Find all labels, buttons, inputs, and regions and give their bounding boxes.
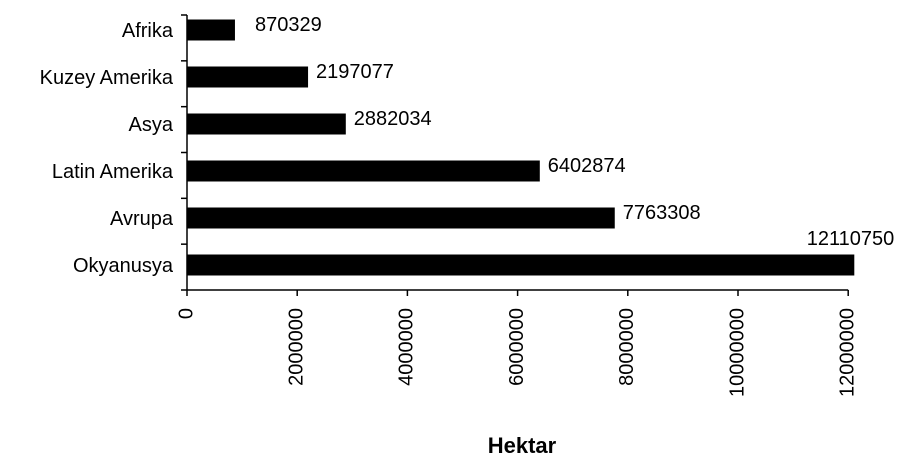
x-tick-label: 10000000 — [726, 308, 748, 397]
bars-group — [187, 19, 855, 276]
bar — [187, 160, 540, 182]
y-ticks-group — [181, 14, 187, 291]
data-label: 7763308 — [623, 202, 701, 224]
bar — [187, 66, 309, 88]
x-axis-title: Hektar — [488, 433, 557, 458]
data-label: 12110750 — [807, 228, 895, 250]
x-tick-label: 4000000 — [396, 308, 418, 386]
category-label: Afrika — [122, 20, 174, 42]
bar — [187, 19, 235, 41]
data-label: 2882034 — [354, 108, 432, 130]
category-label: Okyanusya — [73, 255, 174, 277]
value-labels-group: 870329 2197077 2882034 6402874 7763308 121107… — [255, 14, 894, 250]
x-tick-label: 6000000 — [506, 308, 528, 386]
x-tick-label: 0 — [175, 308, 197, 319]
data-label: 870329 — [255, 14, 322, 36]
category-label: Kuzey Amerika — [40, 67, 174, 89]
data-label: 2197077 — [316, 61, 394, 83]
bar — [187, 207, 615, 229]
x-tick-label: 8000000 — [616, 308, 638, 386]
category-label: Avrupa — [110, 208, 174, 230]
category-label: Latin Amerika — [52, 161, 174, 183]
category-label: Asya — [129, 114, 174, 136]
x-tick-label: 12000000 — [836, 308, 858, 397]
data-label: 6402874 — [548, 155, 626, 177]
x-tick-label: 2000000 — [285, 308, 307, 386]
axes-group — [186, 15, 849, 291]
category-labels-group: Afrika Kuzey Amerika Asya Latin Amerika Avru… — [40, 20, 174, 277]
bar — [187, 113, 346, 135]
x-ticks-group: 0 2000000 4000000 6000000 8000000 10000000 120… — [175, 290, 858, 397]
bar — [187, 254, 855, 276]
